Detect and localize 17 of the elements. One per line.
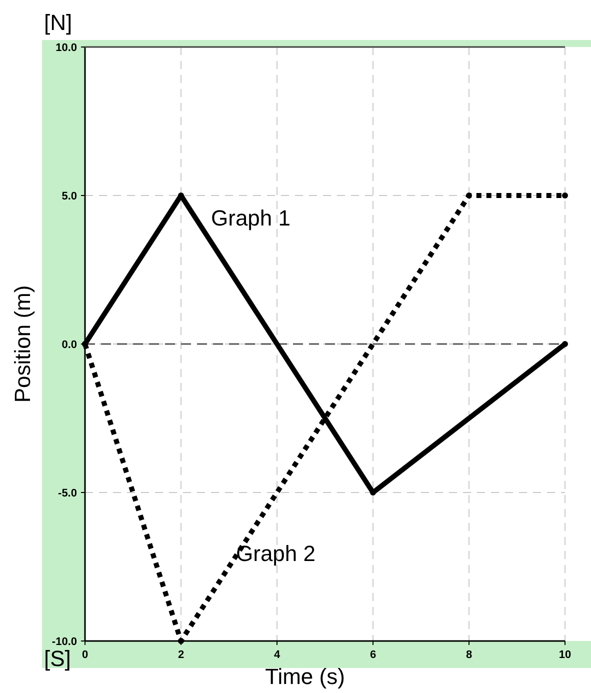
- series-label: Graph 2: [236, 541, 316, 566]
- series-label: Graph 1: [211, 206, 290, 230]
- y-tick-label: -10.0: [52, 636, 77, 648]
- y-tick-label: 5.0: [62, 190, 77, 202]
- y-axis-title: Position (m): [10, 285, 35, 403]
- x-axis-title: Time (s): [265, 664, 345, 689]
- y-tick-label: -5.0: [58, 488, 77, 500]
- x-tick-label: 6: [370, 649, 376, 661]
- x-tick-label: 8: [466, 649, 472, 661]
- x-tick-label: 4: [274, 649, 281, 661]
- x-tick-label: 2: [178, 649, 184, 661]
- y-tick-label: 10.0: [56, 42, 77, 54]
- y-tick-label: 0.0: [62, 339, 77, 351]
- x-tick-label: 0: [82, 649, 88, 661]
- x-tick-label: 10: [558, 649, 572, 661]
- text: [S]: [44, 646, 71, 671]
- text: [N]: [44, 10, 72, 35]
